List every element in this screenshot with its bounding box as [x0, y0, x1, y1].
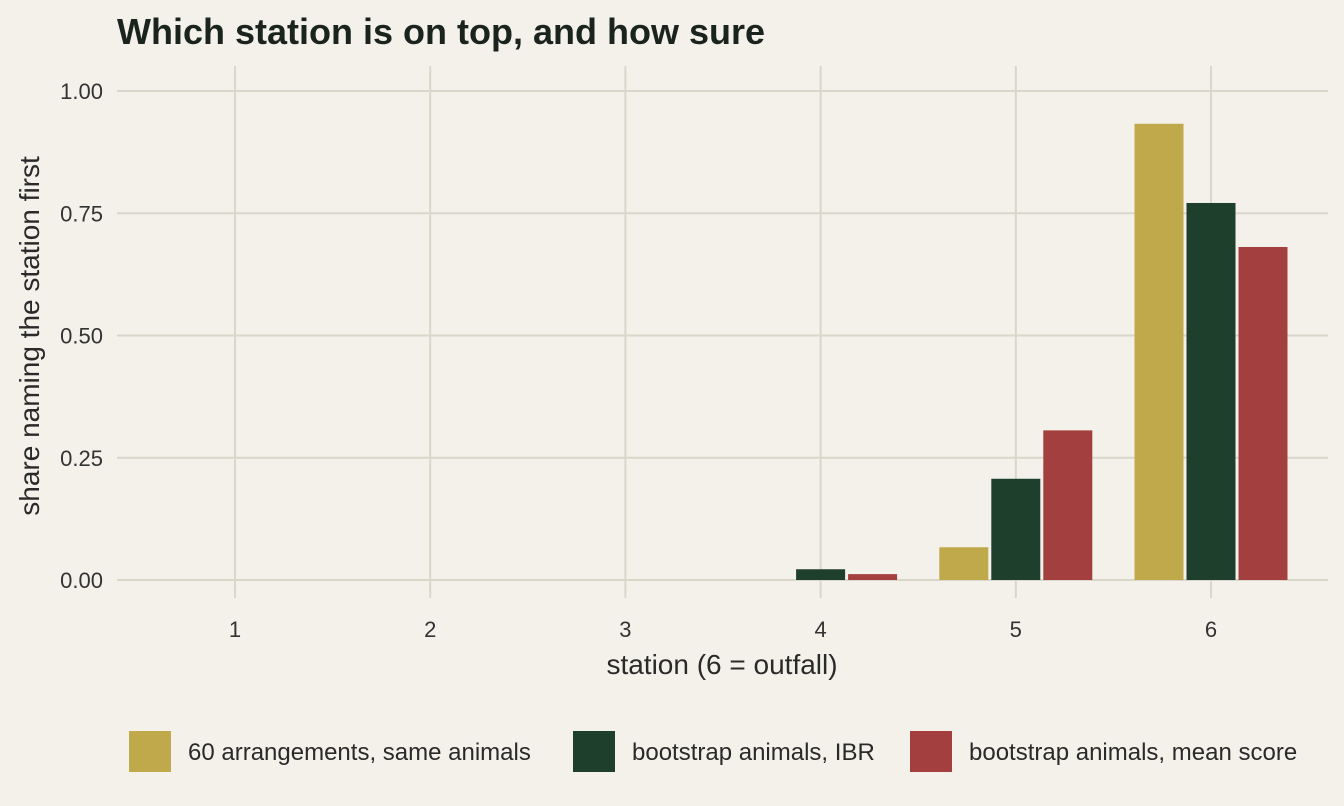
- horizontal-gridlines: [117, 90, 1328, 581]
- x-tick-label: 2: [424, 617, 436, 642]
- y-tick-label: 0.75: [60, 201, 103, 226]
- y-tick-label: 1.00: [60, 79, 103, 104]
- x-axis-title: station (6 = outfall): [606, 649, 837, 680]
- x-tick-label: 6: [1205, 617, 1217, 642]
- bar-2-station-6: [1186, 202, 1236, 580]
- bar-2-station-4: [796, 569, 846, 580]
- y-axis-title: share naming the station first: [14, 156, 45, 516]
- legend-label-1: 60 arrangements, same animals: [188, 739, 531, 766]
- bars: [796, 123, 1288, 580]
- legend: 60 arrangements, same animals bootstrap a…: [129, 731, 1297, 772]
- x-tick-label: 1: [229, 617, 241, 642]
- bar-3-station-6: [1238, 246, 1288, 580]
- y-tick-labels: 0.00 0.25 0.50 0.75 1.00: [60, 79, 103, 593]
- legend-swatch-2: [573, 731, 615, 772]
- y-tick-label: 0.25: [60, 446, 103, 471]
- bar-1-station-6: [1134, 123, 1184, 580]
- x-tick-label: 4: [814, 617, 826, 642]
- x-tick-label: 3: [619, 617, 631, 642]
- y-tick-label: 0.00: [60, 568, 103, 593]
- legend-swatch-1: [129, 731, 171, 772]
- legend-label-3: bootstrap animals, mean score: [969, 739, 1297, 766]
- bar-3-station-5: [1043, 430, 1093, 580]
- bar-3-station-4: [848, 574, 898, 580]
- legend-swatch-3: [910, 731, 952, 772]
- x-tick-label: 5: [1010, 617, 1022, 642]
- legend-label-2: bootstrap animals, IBR: [632, 739, 875, 766]
- bar-1-station-5: [939, 547, 989, 580]
- x-tick-labels: 1 2 3 4 5 6: [229, 617, 1217, 642]
- bar-2-station-5: [991, 478, 1041, 580]
- chart-title: Which station is on top, and how sure: [117, 11, 765, 52]
- y-tick-label: 0.50: [60, 324, 103, 349]
